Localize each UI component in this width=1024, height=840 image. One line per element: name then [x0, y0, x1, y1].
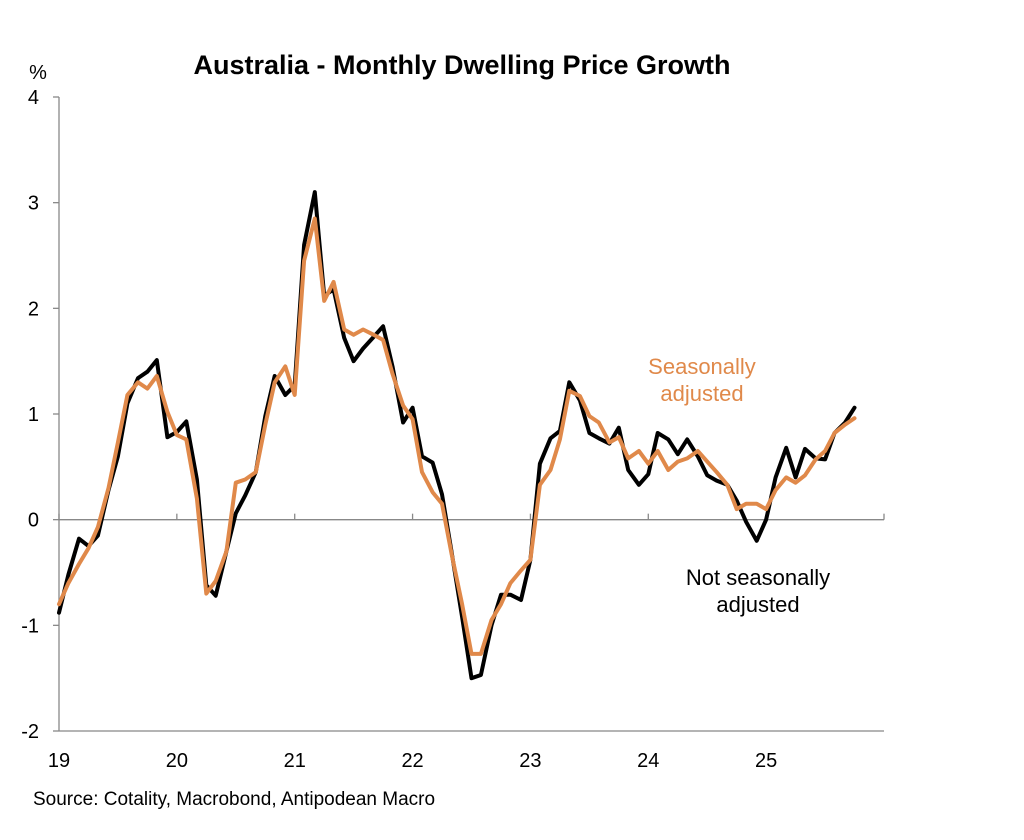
source-note: Source: Cotality, Macrobond, Antipodean …: [33, 789, 435, 810]
series-layer: [57, 190, 857, 681]
y-tick-label: 2: [28, 298, 39, 320]
y-tick-label: 1: [28, 404, 39, 426]
y-tick-label: -2: [21, 721, 39, 743]
x-tick-label: 23: [519, 750, 541, 772]
annotation-layer: Seasonally adjusted Not seasonally adjusted: [648, 354, 830, 617]
seasonally-adjusted-line: [57, 216, 857, 656]
x-tick-label: 25: [755, 750, 777, 772]
x-tick-label: 21: [284, 750, 306, 772]
y-tick-label: 4: [28, 87, 39, 109]
annotation-not-seasonally-adjusted: Not seasonally adjusted: [686, 565, 830, 617]
chart-title: Australia - Monthly Dwelling Price Growt…: [193, 50, 730, 80]
y-tick-label: 3: [28, 193, 39, 215]
x-tick-label: 20: [166, 750, 188, 772]
y-tick-label: 0: [28, 510, 39, 532]
x-tick-label: 22: [401, 750, 423, 772]
y-tick-label: -1: [21, 615, 39, 637]
x-tick-label: 19: [48, 750, 70, 772]
annotation-seasonally-adjusted: Seasonally adjusted: [648, 354, 756, 406]
y-axis-unit-label: %: [29, 62, 47, 84]
x-tick-label: 24: [637, 750, 659, 772]
